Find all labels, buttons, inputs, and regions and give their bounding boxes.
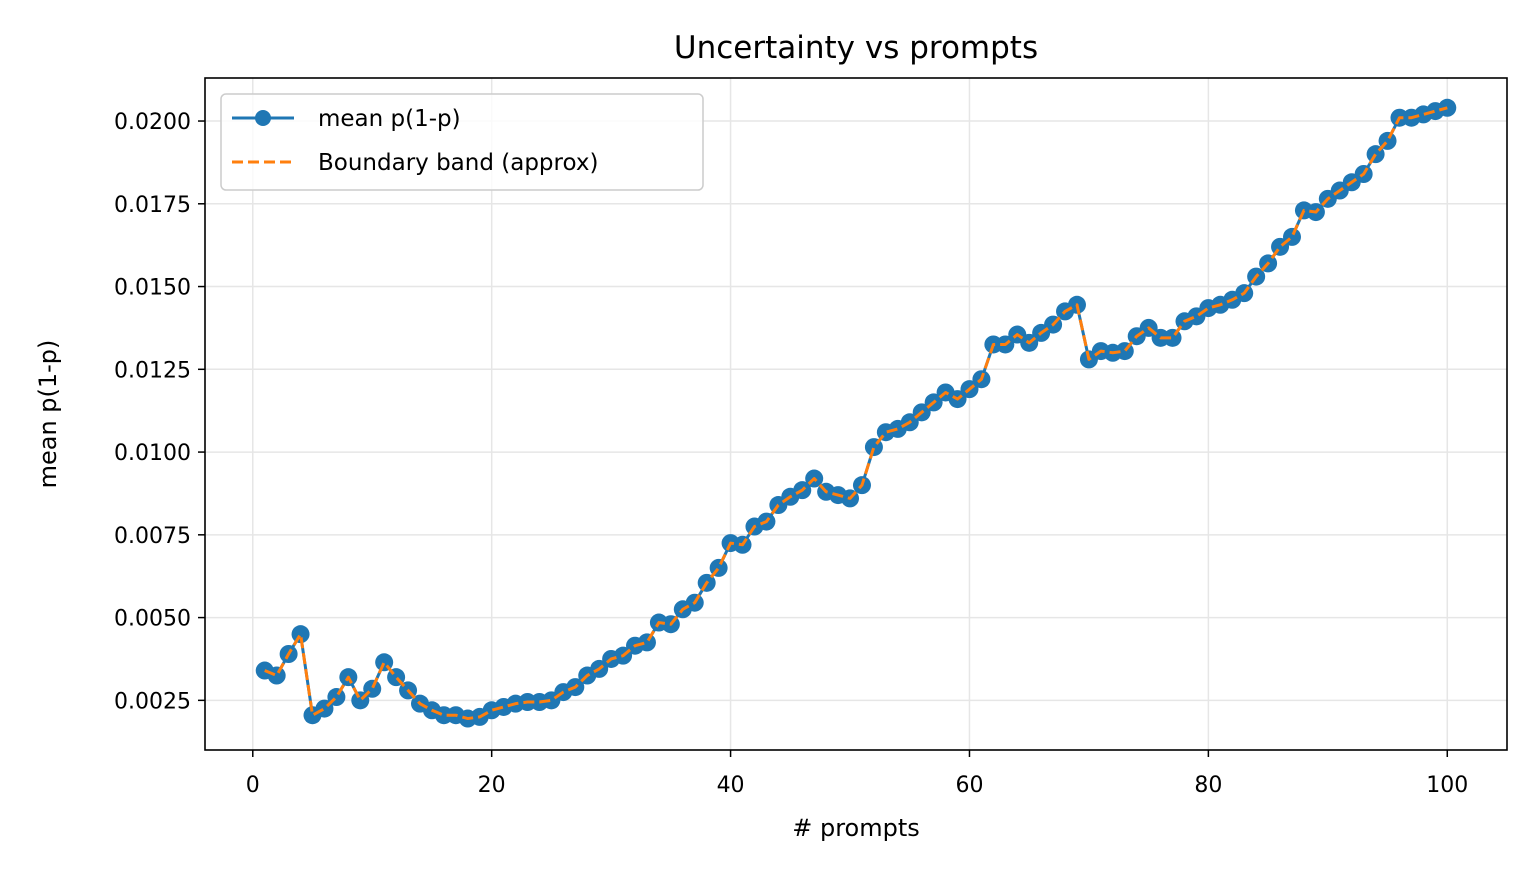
- data-point-mean: [267, 666, 286, 685]
- chart-title: Uncertainty vs prompts: [674, 30, 1038, 66]
- x-tick-label: 20: [478, 773, 506, 798]
- legend: mean p(1-p) Boundary band (approx): [220, 93, 704, 191]
- x-tick-label: 100: [1426, 773, 1468, 798]
- y-tick-label: 0.0175: [114, 193, 191, 218]
- x-axis-ticks: 0 20 40 60 80 100: [246, 750, 1468, 798]
- y-tick-label: 0.0125: [114, 358, 191, 383]
- x-tick-label: 0: [246, 773, 260, 798]
- legend-box: [220, 93, 704, 191]
- plot-series: [255, 98, 1457, 728]
- legend-marker-mean: [255, 110, 271, 126]
- x-tick-label: 60: [955, 773, 983, 798]
- y-axis-ticks: 0.0025 0.0050 0.0075 0.0100 0.0125 0.0150 0.01…: [114, 110, 205, 714]
- grid: [205, 78, 1507, 750]
- y-tick-label: 0.0100: [114, 441, 191, 466]
- y-tick-label: 0.0075: [114, 524, 191, 549]
- data-point-mean: [637, 633, 656, 652]
- x-tick-label: 80: [1194, 773, 1222, 798]
- legend-label-mean: mean p(1-p): [318, 106, 461, 132]
- x-tick-label: 40: [717, 773, 745, 798]
- y-tick-label: 0.0050: [114, 607, 191, 632]
- y-tick-label: 0.0200: [114, 110, 191, 135]
- y-tick-label: 0.0150: [114, 276, 191, 301]
- legend-label-boundary: Boundary band (approx): [318, 150, 598, 176]
- y-axis-label: mean p(1-p): [34, 340, 62, 489]
- data-point-mean: [291, 625, 310, 644]
- x-axis-label: # prompts: [792, 814, 920, 842]
- plot-frame: [204, 77, 1508, 751]
- y-tick-label: 0.0025: [114, 689, 191, 714]
